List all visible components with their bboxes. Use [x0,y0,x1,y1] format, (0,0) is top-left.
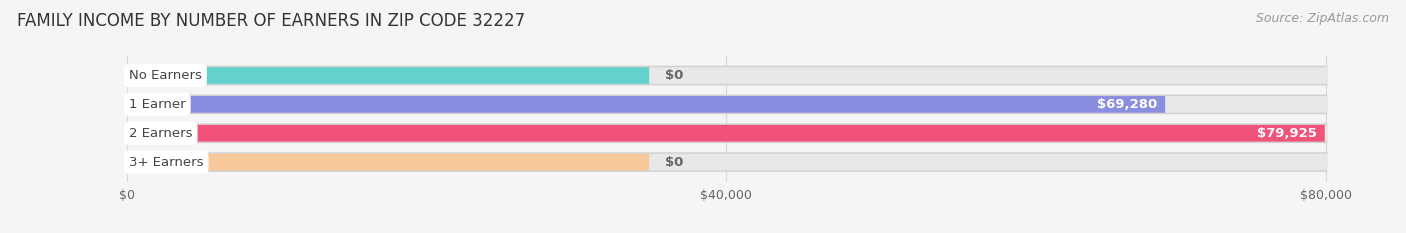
Text: 3+ Earners: 3+ Earners [129,156,204,169]
FancyBboxPatch shape [127,96,1166,113]
FancyBboxPatch shape [127,154,1327,171]
FancyBboxPatch shape [127,67,1327,84]
FancyBboxPatch shape [127,125,1327,142]
Text: $79,925: $79,925 [1257,127,1317,140]
Text: 2 Earners: 2 Earners [129,127,193,140]
FancyBboxPatch shape [127,154,650,171]
Text: FAMILY INCOME BY NUMBER OF EARNERS IN ZIP CODE 32227: FAMILY INCOME BY NUMBER OF EARNERS IN ZI… [17,12,524,30]
Text: No Earners: No Earners [129,69,202,82]
FancyBboxPatch shape [127,96,1327,113]
FancyBboxPatch shape [127,66,1327,85]
Text: Source: ZipAtlas.com: Source: ZipAtlas.com [1256,12,1389,25]
FancyBboxPatch shape [127,152,1327,172]
Text: $69,280: $69,280 [1098,98,1157,111]
Text: $0: $0 [665,156,683,169]
FancyBboxPatch shape [127,67,650,84]
FancyBboxPatch shape [127,95,1327,114]
FancyBboxPatch shape [127,125,1324,142]
Text: 1 Earner: 1 Earner [129,98,186,111]
Text: $0: $0 [665,69,683,82]
FancyBboxPatch shape [127,123,1327,143]
